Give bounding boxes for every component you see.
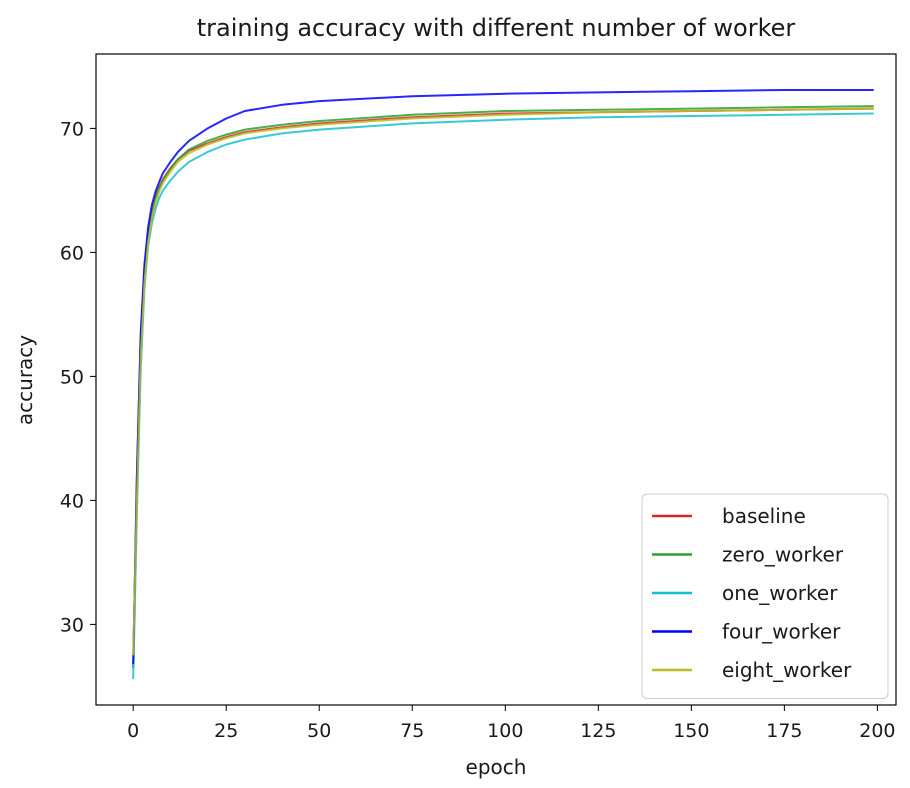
series-line-four_worker — [132, 89, 874, 665]
x-axis-label: epoch — [466, 755, 527, 779]
y-tick-label: 30 — [60, 614, 84, 636]
legend-box — [641, 493, 889, 699]
legend-label: eight_worker — [722, 658, 852, 682]
legend: baseline zero_worker one_worker four_worker… — [641, 493, 889, 699]
y-axis: 30 40 50 60 70 — [60, 118, 96, 636]
x-tick-label: 75 — [400, 720, 424, 742]
y-tick-label: 60 — [60, 242, 84, 264]
series-line-eight_worker — [132, 107, 874, 656]
chart-title: training accuracy with different number … — [197, 14, 796, 42]
x-tick-label: 100 — [487, 720, 523, 742]
y-tick-label: 70 — [60, 118, 84, 140]
legend-label: four_worker — [722, 620, 841, 644]
x-axis: 0 25 50 75 100 125 150 175 200 — [127, 705, 896, 742]
y-axis-label: accuracy — [13, 335, 37, 425]
x-tick-label: 150 — [673, 720, 709, 742]
x-tick-label: 50 — [307, 720, 331, 742]
y-tick-label: 40 — [60, 490, 84, 512]
legend-label: baseline — [722, 504, 806, 528]
plot-frame — [95, 53, 897, 706]
y-tick-label: 50 — [60, 366, 84, 388]
x-tick-label: 125 — [580, 720, 616, 742]
series-layer — [132, 89, 874, 680]
x-tick-label: 175 — [766, 720, 802, 742]
x-tick-label: 200 — [859, 720, 895, 742]
x-tick-label: 0 — [127, 720, 139, 742]
legend-label: one_worker — [722, 581, 838, 605]
x-tick-label: 25 — [214, 720, 238, 742]
legend-label: zero_worker — [722, 543, 844, 567]
